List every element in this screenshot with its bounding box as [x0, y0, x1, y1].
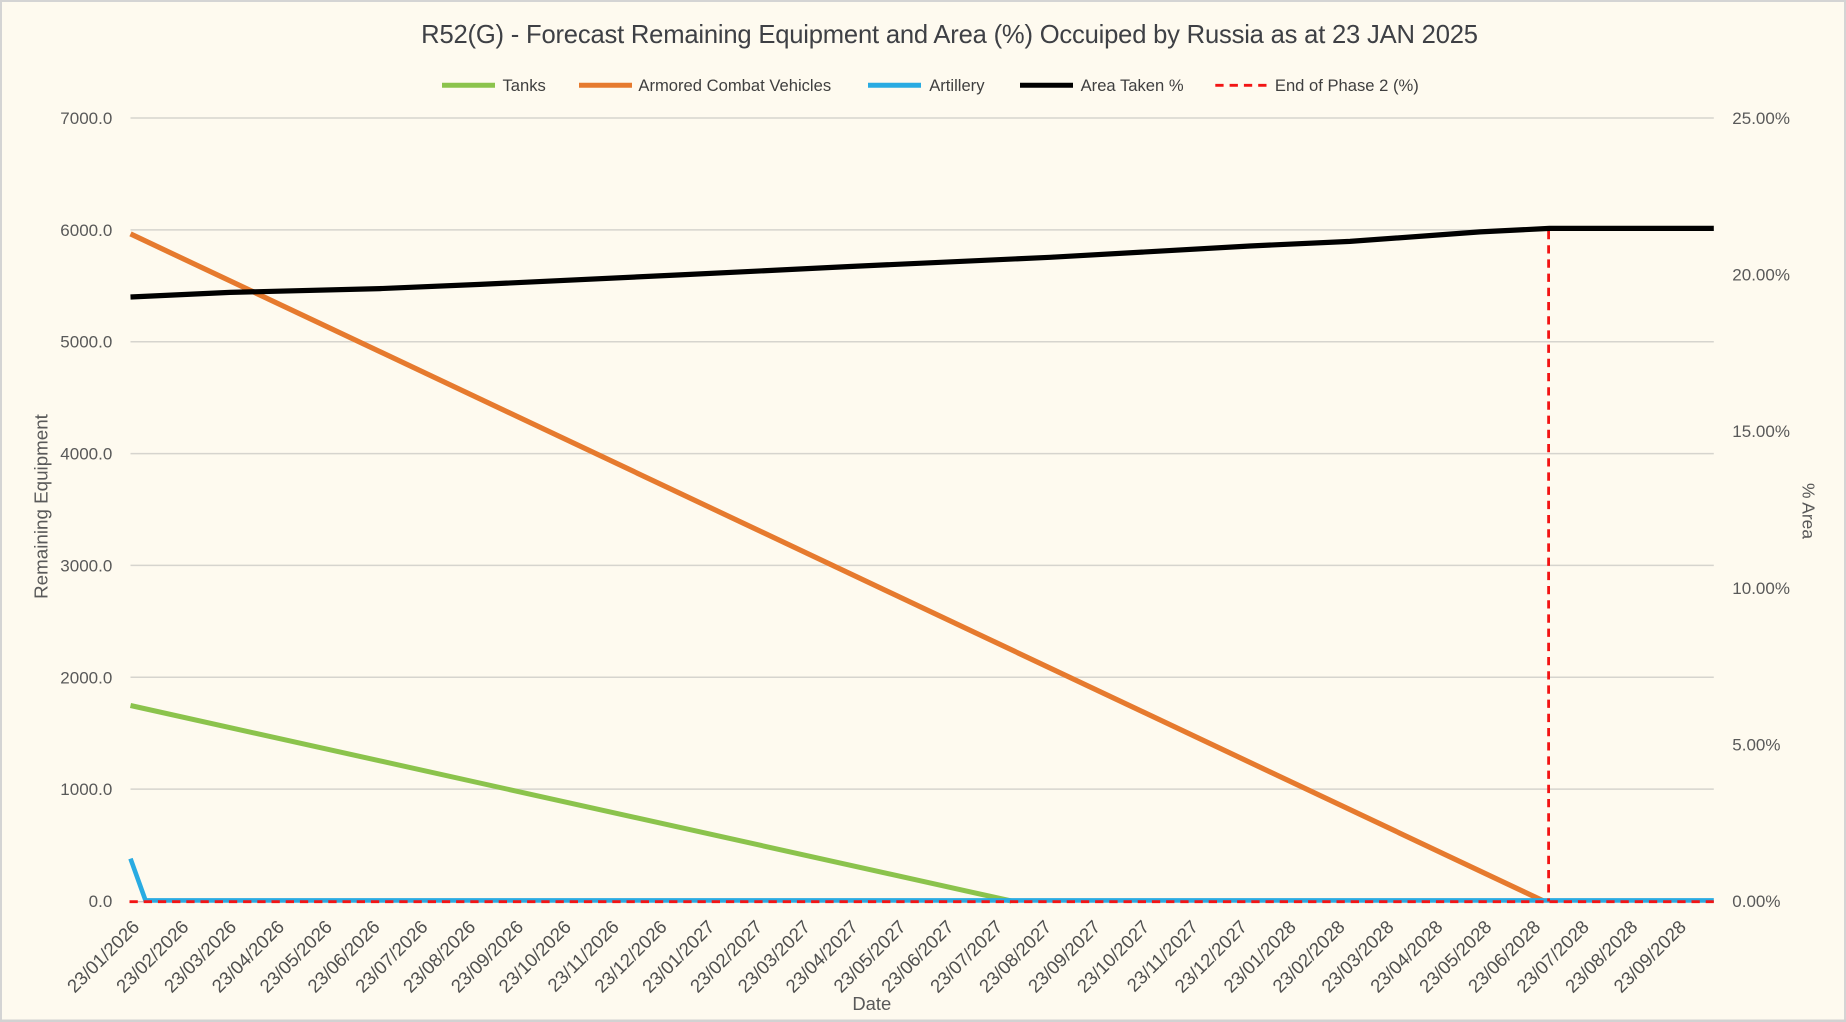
svg-text:Remaining Equipment: Remaining Equipment — [30, 413, 51, 599]
svg-text:R52(G) - Forecast Remaining Eq: R52(G) - Forecast Remaining Equipment an… — [421, 21, 1478, 49]
svg-text:15.00%: 15.00% — [1732, 422, 1790, 441]
svg-text:Date: Date — [852, 993, 891, 1014]
svg-text:0.0: 0.0 — [89, 892, 113, 911]
svg-text:6000.0: 6000.0 — [60, 221, 112, 240]
svg-text:% Area: % Area — [1799, 483, 1819, 539]
svg-text:7000.0: 7000.0 — [60, 109, 112, 128]
svg-text:25.00%: 25.00% — [1732, 109, 1790, 128]
svg-text:Tanks: Tanks — [503, 76, 546, 95]
svg-text:2000.0: 2000.0 — [60, 668, 112, 687]
svg-text:Armored Combat Vehicles: Armored Combat Vehicles — [638, 76, 831, 95]
svg-text:10.00%: 10.00% — [1732, 579, 1790, 598]
svg-text:0.00%: 0.00% — [1732, 892, 1780, 911]
svg-text:End of Phase 2 (%): End of Phase 2 (%) — [1275, 76, 1419, 95]
svg-text:20.00%: 20.00% — [1732, 266, 1790, 285]
svg-text:1000.0: 1000.0 — [60, 780, 112, 799]
svg-text:4000.0: 4000.0 — [60, 445, 112, 464]
svg-text:Artillery: Artillery — [929, 76, 985, 95]
svg-text:3000.0: 3000.0 — [60, 556, 112, 575]
svg-text:Area Taken %: Area Taken % — [1081, 76, 1184, 95]
svg-text:5000.0: 5000.0 — [60, 333, 112, 352]
svg-text:5.00%: 5.00% — [1732, 735, 1780, 754]
